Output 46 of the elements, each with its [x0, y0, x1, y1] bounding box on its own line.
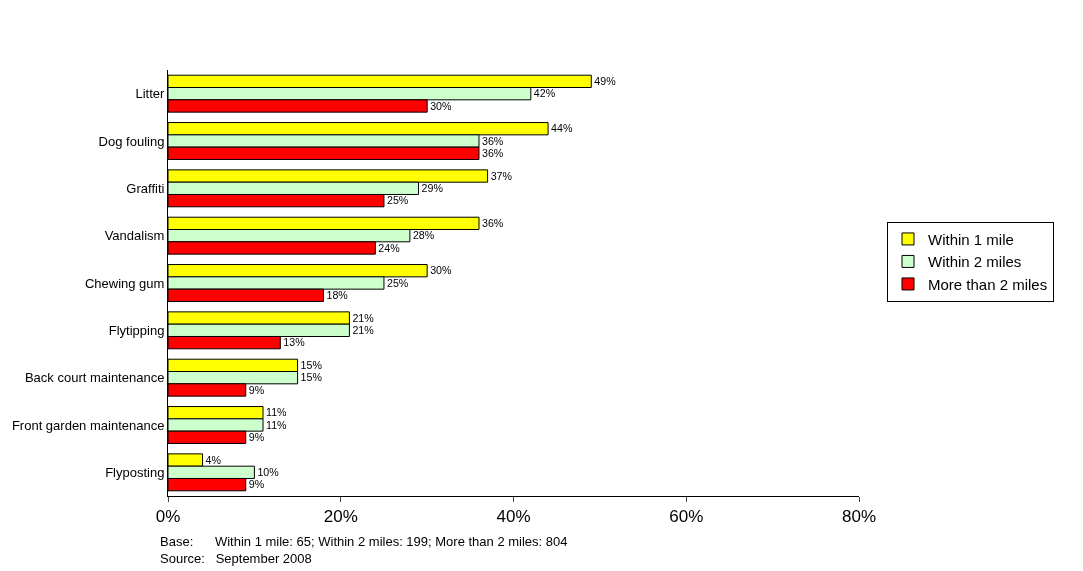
data-label: 25%	[386, 194, 409, 207]
data-label: 42%	[533, 87, 556, 100]
data-label: 24%	[378, 241, 401, 254]
y-tick-label: Graffiti	[126, 180, 165, 196]
data-label: 15%	[300, 359, 323, 372]
x-tick-label: 60%	[669, 507, 704, 527]
x-tick-label: 0%	[155, 507, 181, 527]
data-label: 29%	[421, 182, 444, 195]
y-tick-label: Litter	[135, 86, 166, 102]
data-label: 37%	[490, 169, 513, 182]
y-tick-label: Dog fouling	[98, 133, 165, 149]
data-label: 18%	[326, 289, 349, 301]
y-tick-label: Flyposting	[105, 464, 165, 480]
legend-label: Within 1 mile	[928, 230, 1014, 248]
data-label: 9%	[248, 383, 265, 396]
legend-label: More than 2 miles	[928, 275, 1048, 293]
data-label: 21%	[352, 324, 375, 337]
data-label: 9%	[248, 478, 265, 491]
x-tick-label: 80%	[842, 507, 877, 527]
data-label: 36%	[482, 134, 504, 147]
x-tick-label: 40%	[496, 507, 531, 527]
y-tick-label: Vandalism	[104, 228, 165, 244]
data-label: 36%	[482, 217, 504, 230]
data-label: 4%	[205, 453, 222, 466]
y-tick-label: Front garden maintenance	[11, 417, 165, 433]
data-label: 21%	[352, 311, 375, 324]
data-label: 11%	[266, 418, 288, 431]
y-tick-label: Chewing gum	[84, 275, 165, 291]
legend-label: Within 2 miles	[928, 253, 1022, 271]
data-label: 30%	[430, 264, 453, 277]
y-tick-label: Back court maintenance	[24, 370, 165, 386]
data-label: 10%	[257, 466, 280, 479]
text: Base: Within 1 mile: 65; Within 2 miles: 199; More than 2 miles: 804	[160, 534, 568, 549]
y-tick-label: Flytipping	[108, 322, 165, 338]
data-label: 25%	[386, 276, 409, 289]
data-label: 49%	[594, 75, 617, 88]
source-note: Source: September 2008	[160, 551, 312, 566]
data-label: 11%	[266, 406, 288, 419]
data-label: 44%	[551, 122, 573, 135]
data-label: 36%	[482, 147, 504, 159]
data-label: 13%	[283, 336, 306, 349]
data-label: 28%	[412, 229, 435, 242]
data-label: 9%	[248, 431, 265, 443]
data-label: 30%	[430, 99, 453, 112]
data-label: 15%	[300, 371, 323, 384]
x-tick-label: 20%	[323, 507, 358, 527]
